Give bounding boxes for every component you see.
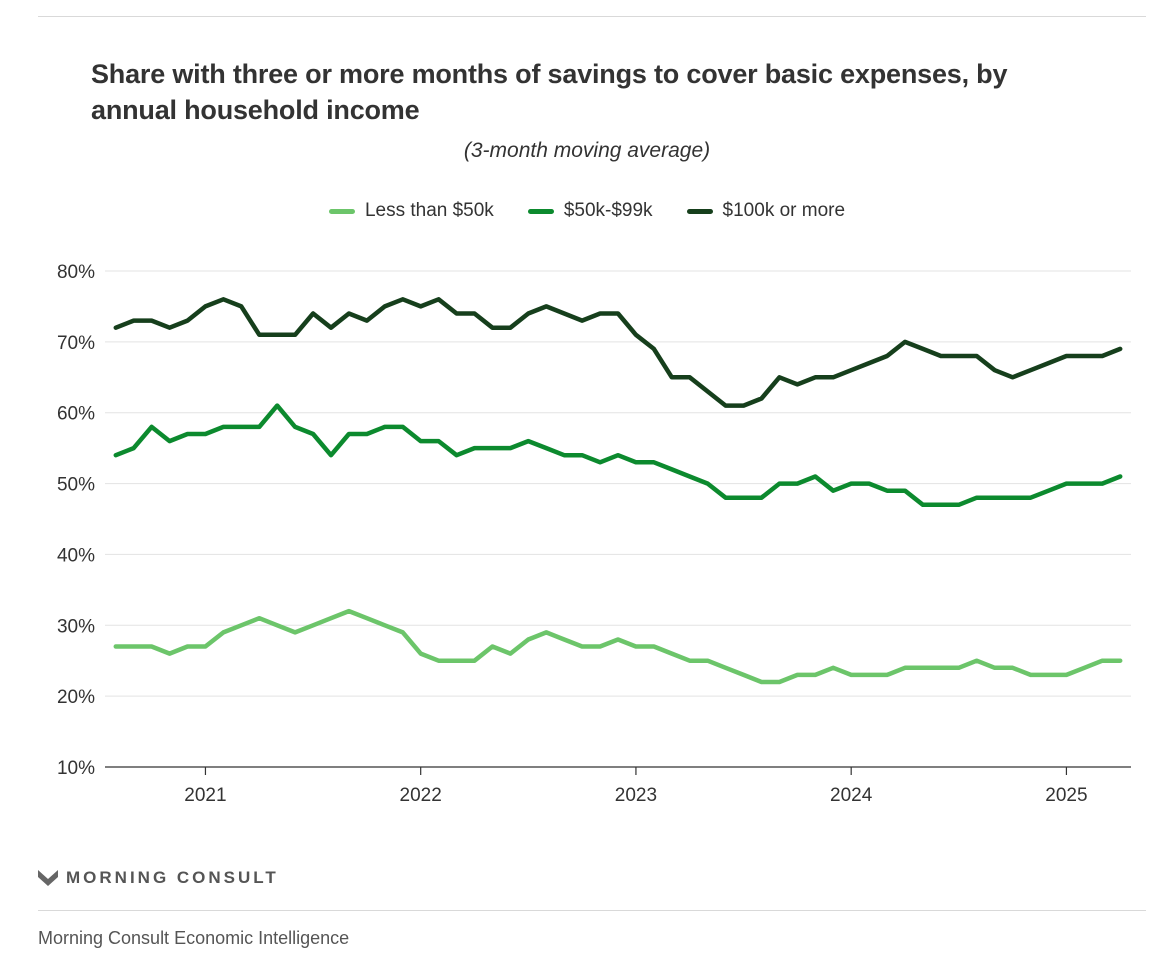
legend-swatch (686, 208, 713, 214)
legend-item-50k-99k: $50k-$99k (527, 200, 653, 222)
y-tick-label: 20% (57, 687, 95, 708)
chart-title: Share with three or more months of savin… (91, 59, 1008, 125)
legend-swatch (527, 208, 554, 214)
series-line-0 (113, 608, 1123, 685)
legend-swatch (328, 208, 355, 214)
x-tick-label: 2023 (615, 785, 657, 806)
legend-label: Less than $50k (364, 200, 494, 221)
x-tick-label: 2025 (1045, 785, 1087, 806)
series-line-2 (113, 297, 1123, 408)
y-tick-label: 40% (57, 545, 95, 566)
y-tick-label: 10% (57, 758, 95, 779)
y-tick-label: 70% (57, 333, 95, 354)
x-tick-label: 2022 (400, 785, 442, 806)
source-note: Morning Consult Economic Intelligence (38, 928, 350, 948)
legend-label: $50k-$99k (563, 200, 653, 221)
x-tick-label: 2024 (830, 785, 873, 806)
legend-item-100k-or-more: $100k or more (686, 200, 846, 222)
logo-text: MORNING CONSULT (66, 868, 279, 887)
x-tick-label: 2021 (184, 785, 226, 806)
legend-label: $100k or more (722, 200, 846, 221)
line-chart: 10% 20% 30% 40% 50% 60% 70% 80% 2021 2022 2023 2024… (57, 262, 1131, 806)
y-tick-label: 60% (57, 404, 95, 425)
top-divider (38, 16, 1146, 17)
chart-subtitle: (3-month moving average) (463, 139, 711, 162)
legend: Less than $50k $50k-$99k $100k or more (0, 200, 1174, 222)
morning-consult-logo: MORNING CONSULT (38, 868, 279, 888)
series-line-1 (113, 403, 1123, 508)
legend-item-less-than-50k: Less than $50k (328, 200, 494, 222)
logo-mark-icon (38, 870, 58, 886)
footer-divider (38, 910, 1146, 911)
y-tick-label: 50% (57, 475, 95, 496)
y-tick-label: 80% (57, 262, 95, 283)
y-tick-label: 30% (57, 616, 95, 637)
